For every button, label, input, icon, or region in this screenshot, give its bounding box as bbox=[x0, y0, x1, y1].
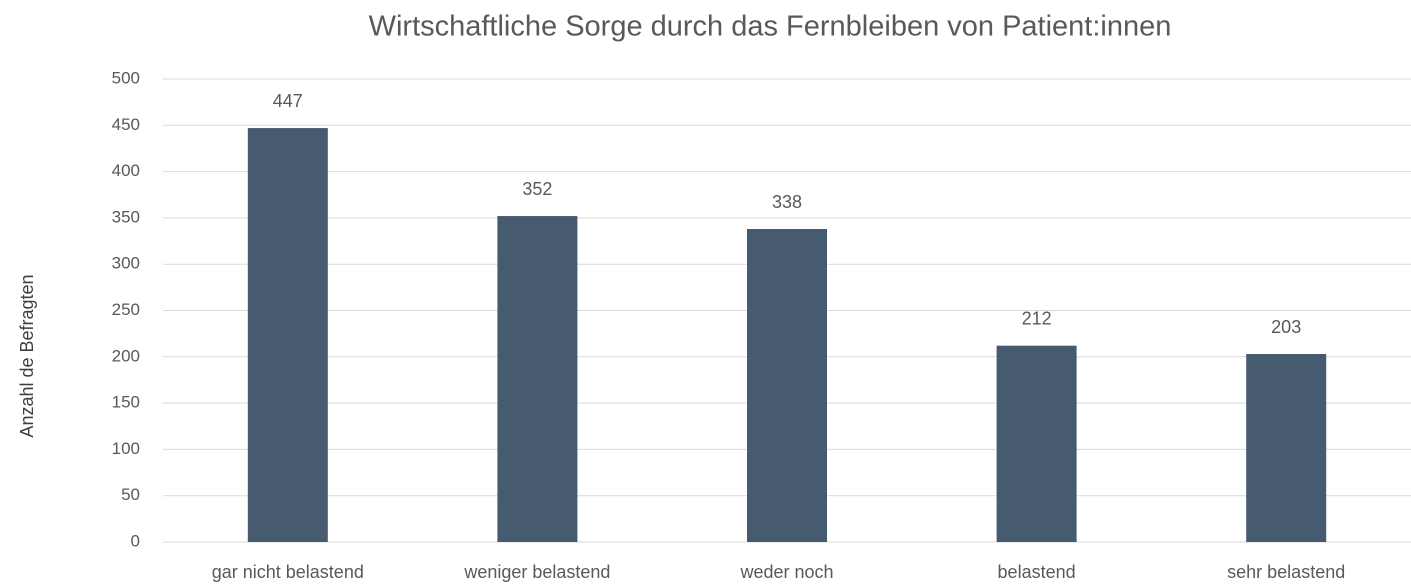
bar bbox=[497, 216, 578, 542]
y-tick-label: 250 bbox=[112, 300, 140, 319]
x-tick-label: weder noch bbox=[739, 562, 833, 582]
bar bbox=[247, 128, 328, 542]
x-tick-label: weniger belastend bbox=[463, 562, 610, 582]
x-tick-label: belastend bbox=[998, 562, 1076, 582]
y-tick-label: 300 bbox=[112, 254, 140, 273]
data-label: 212 bbox=[1022, 308, 1052, 328]
chart-title: Wirtschaftliche Sorge durch das Fernblei… bbox=[369, 11, 1172, 43]
data-label: 447 bbox=[273, 91, 303, 111]
y-tick-label: 400 bbox=[112, 161, 140, 180]
y-axis-title: Anzahl de Befragten bbox=[17, 274, 37, 437]
y-tick-label: 350 bbox=[112, 207, 140, 226]
y-tick-label: 50 bbox=[121, 485, 140, 504]
y-tick-label: 200 bbox=[112, 346, 140, 365]
y-tick-label: 0 bbox=[131, 531, 140, 550]
y-tick-label: 500 bbox=[112, 68, 140, 87]
data-label: 352 bbox=[522, 179, 552, 199]
y-tick-label: 100 bbox=[112, 439, 140, 458]
bar bbox=[1246, 354, 1327, 542]
bar bbox=[996, 345, 1077, 542]
y-tick-label: 150 bbox=[112, 393, 140, 412]
data-label: 203 bbox=[1271, 317, 1301, 337]
y-tick-label: 450 bbox=[112, 115, 140, 134]
data-label: 338 bbox=[772, 192, 802, 212]
x-tick-label: gar nicht belastend bbox=[212, 562, 364, 582]
x-tick-label: sehr belastend bbox=[1227, 562, 1345, 582]
bar bbox=[747, 229, 827, 542]
